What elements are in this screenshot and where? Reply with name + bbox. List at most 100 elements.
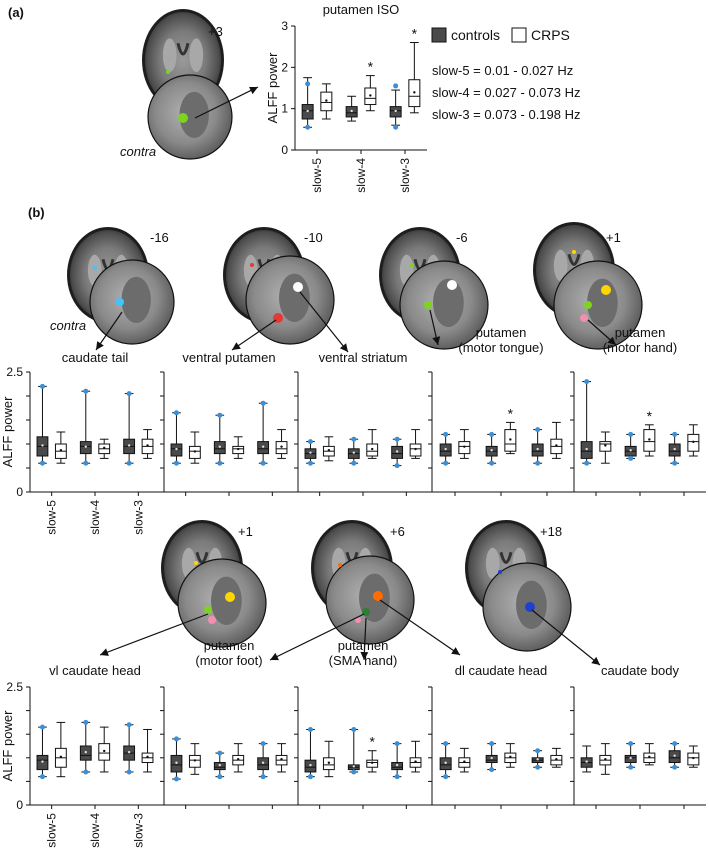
outlier-point [305,81,311,87]
arrow-line [231,319,277,351]
slice-label-c1: +1 [238,524,253,539]
box-mean [509,755,512,759]
significance-marker: * [412,26,418,42]
arrow-head [607,336,616,345]
box-mean [692,440,695,444]
y-tick-label: 2.5 [6,680,23,694]
chart-panel-1: 0 2.5 ALFF power caudate tail slow-5 slow-4 sl… [0,350,160,535]
slice-label-b1: -16 [150,230,169,245]
outlier-point [217,750,223,756]
contra-label-a: contra [120,144,156,159]
outlier-point [628,741,634,747]
outlier-point [83,388,89,394]
outlier-point [443,774,449,780]
box-mean [237,758,240,761]
x-tick-label: slow-3 [131,813,145,848]
outlier-point [83,460,89,466]
box-mean [555,758,558,761]
chart-panel-3: ventral striatum [294,350,428,496]
outlier-point [39,383,45,389]
y-axis-label: ALFF power [0,396,15,467]
y-tick-label: 0 [16,485,23,499]
significance-marker: * [508,405,514,421]
box-mean [629,449,632,452]
roi-marker [194,561,198,565]
roi-marker [525,602,535,612]
x-tick-label: slow-5 [45,813,59,848]
box-mean [604,444,607,447]
roi-marker [93,266,97,270]
zoom-structure [121,276,151,323]
outlier-point [443,431,449,437]
outlier-point [307,774,313,780]
roi-marker [447,280,457,290]
box-mean [444,761,447,764]
outlier-point [260,460,266,466]
chart-title: ventral putamen [182,350,275,365]
outlier-point [351,769,357,775]
outlier-point [307,439,313,445]
outlier-point [260,741,266,747]
x-tick-label: slow-3 [131,500,145,535]
box-mean [309,451,312,454]
chart-panel-9: dl caudate head [428,663,570,809]
roi-marker [584,301,592,309]
outlier-point [307,726,313,732]
roi-marker [178,113,188,123]
outlier-point [489,460,495,466]
outlier-point [443,741,449,747]
legend-label-crps: CRPS [531,27,570,43]
band-def-slow5: slow-5 = 0.01 - 0.027 Hz [432,63,573,78]
outlier-point [39,724,45,730]
charts: 0 1 2 3 ALFF power putamen ISO slow-5 slow-4 * sl… [0,2,706,848]
y-tick-label: 0 [16,798,23,812]
y-tick-label: 1 [281,102,288,116]
box-mean [673,447,676,451]
outlier-point [217,460,223,466]
roi-marker [116,298,124,306]
brain-images [67,9,643,666]
box-mean [84,750,87,754]
arrow-head [96,341,104,350]
outlier-point [489,431,495,437]
chart-panel-5: putamen(motor hand) * [570,325,706,496]
outlier-point [628,764,634,770]
roi-marker [204,606,212,614]
box-mean [648,755,651,759]
arrow-head [339,343,348,352]
zoom-structure [433,278,464,327]
band-def-slow3: slow-3 = 0.073 - 0.198 Hz [432,107,581,122]
outlier-point [126,722,132,728]
x-tick-label: slow-4 [88,813,102,848]
outlier-point [351,460,357,466]
outlier-point [394,436,400,442]
box-mean [352,451,355,454]
arrow-head [270,652,279,661]
white-matter-left [553,249,568,282]
outlier-point [307,460,313,466]
box-mean [103,446,106,450]
zoom-structure [179,91,209,138]
box-mean [146,444,149,447]
box-mean [350,109,353,113]
brain-c1 [99,520,267,656]
chart-title: putamen [615,325,666,340]
box-mean [673,754,676,757]
x-tick-label: slow-3 [398,158,412,193]
outlier-point [394,774,400,780]
box-mean [218,763,221,767]
significance-marker: * [368,59,374,75]
panel-label-a: (a) [8,5,24,20]
zoom-structure [211,576,242,625]
chart-title: putamen [476,325,527,340]
box-mean [146,755,149,759]
y-axis-label: ALFF power [265,52,280,123]
outlier-point [173,410,179,416]
chart-title: putamen ISO [323,2,400,17]
chart-subtitle: (motor foot) [195,653,262,668]
outlier-point [39,460,45,466]
box-mean [352,765,355,768]
arrow-line [99,613,209,656]
box-mean [84,445,87,448]
roi-marker [373,591,383,601]
